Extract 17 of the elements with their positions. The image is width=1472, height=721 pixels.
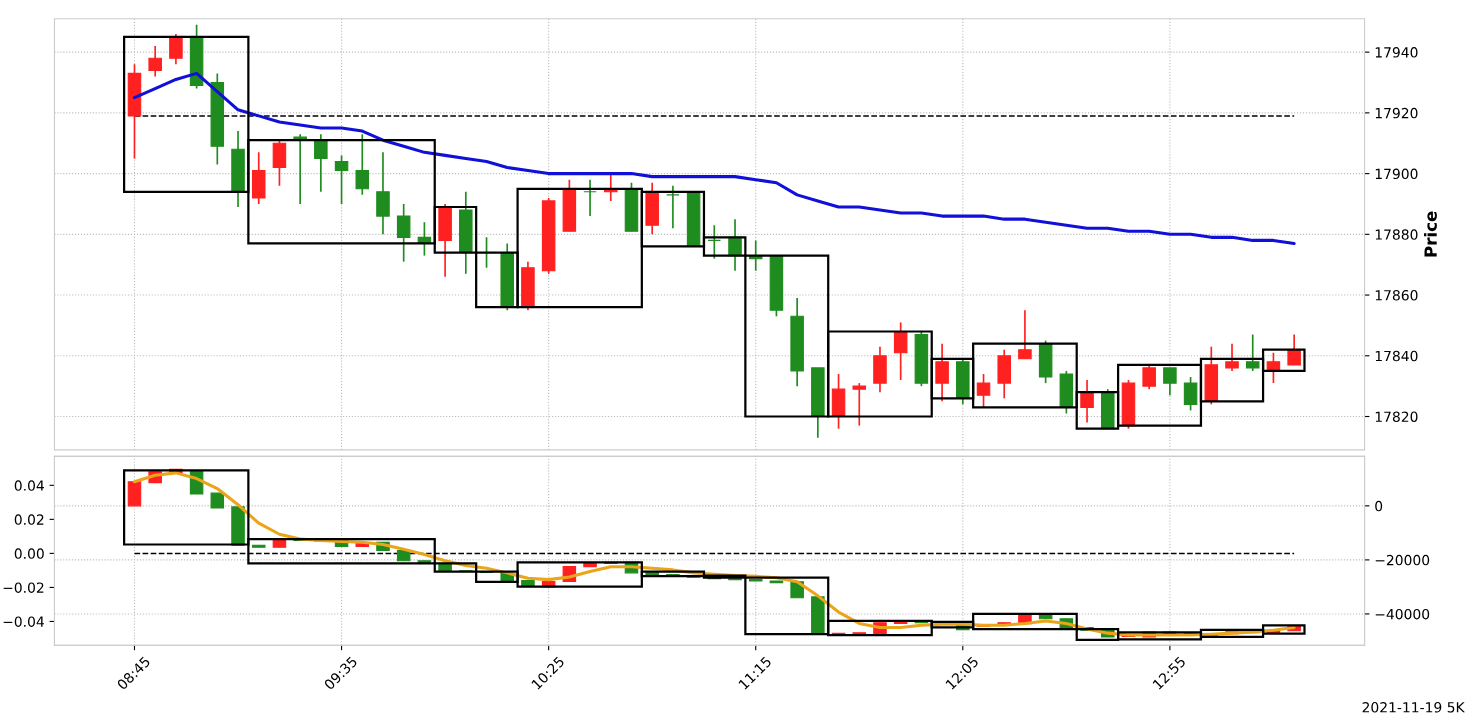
y-tick-label: 17820 [1375, 411, 1418, 422]
y2-tick-label: −20000 [1375, 554, 1430, 566]
y-tick-label: −0.02 [3, 582, 44, 593]
y-tick-label: 0.02 [14, 514, 44, 525]
y-tick-label: 17840 [1375, 350, 1418, 362]
y-tick-label: 17900 [1375, 168, 1418, 180]
y-tick-label: 0.00 [14, 548, 44, 559]
y-tick-label: 17860 [1375, 290, 1418, 301]
y-tick-label: −0.04 [3, 616, 44, 627]
y-tick-label: 17880 [1375, 229, 1418, 240]
y2-tick-label: 0 [1375, 500, 1383, 512]
y-tick-label: 17940 [1375, 47, 1418, 58]
y-axis-title: Price [1424, 211, 1437, 257]
text: 2021-11-19 5K [1362, 702, 1465, 713]
y-tick-label: 0.04 [14, 480, 44, 491]
y2-tick-label: −40000 [1375, 608, 1430, 620]
y-tick-label: 17920 [1375, 107, 1418, 119]
